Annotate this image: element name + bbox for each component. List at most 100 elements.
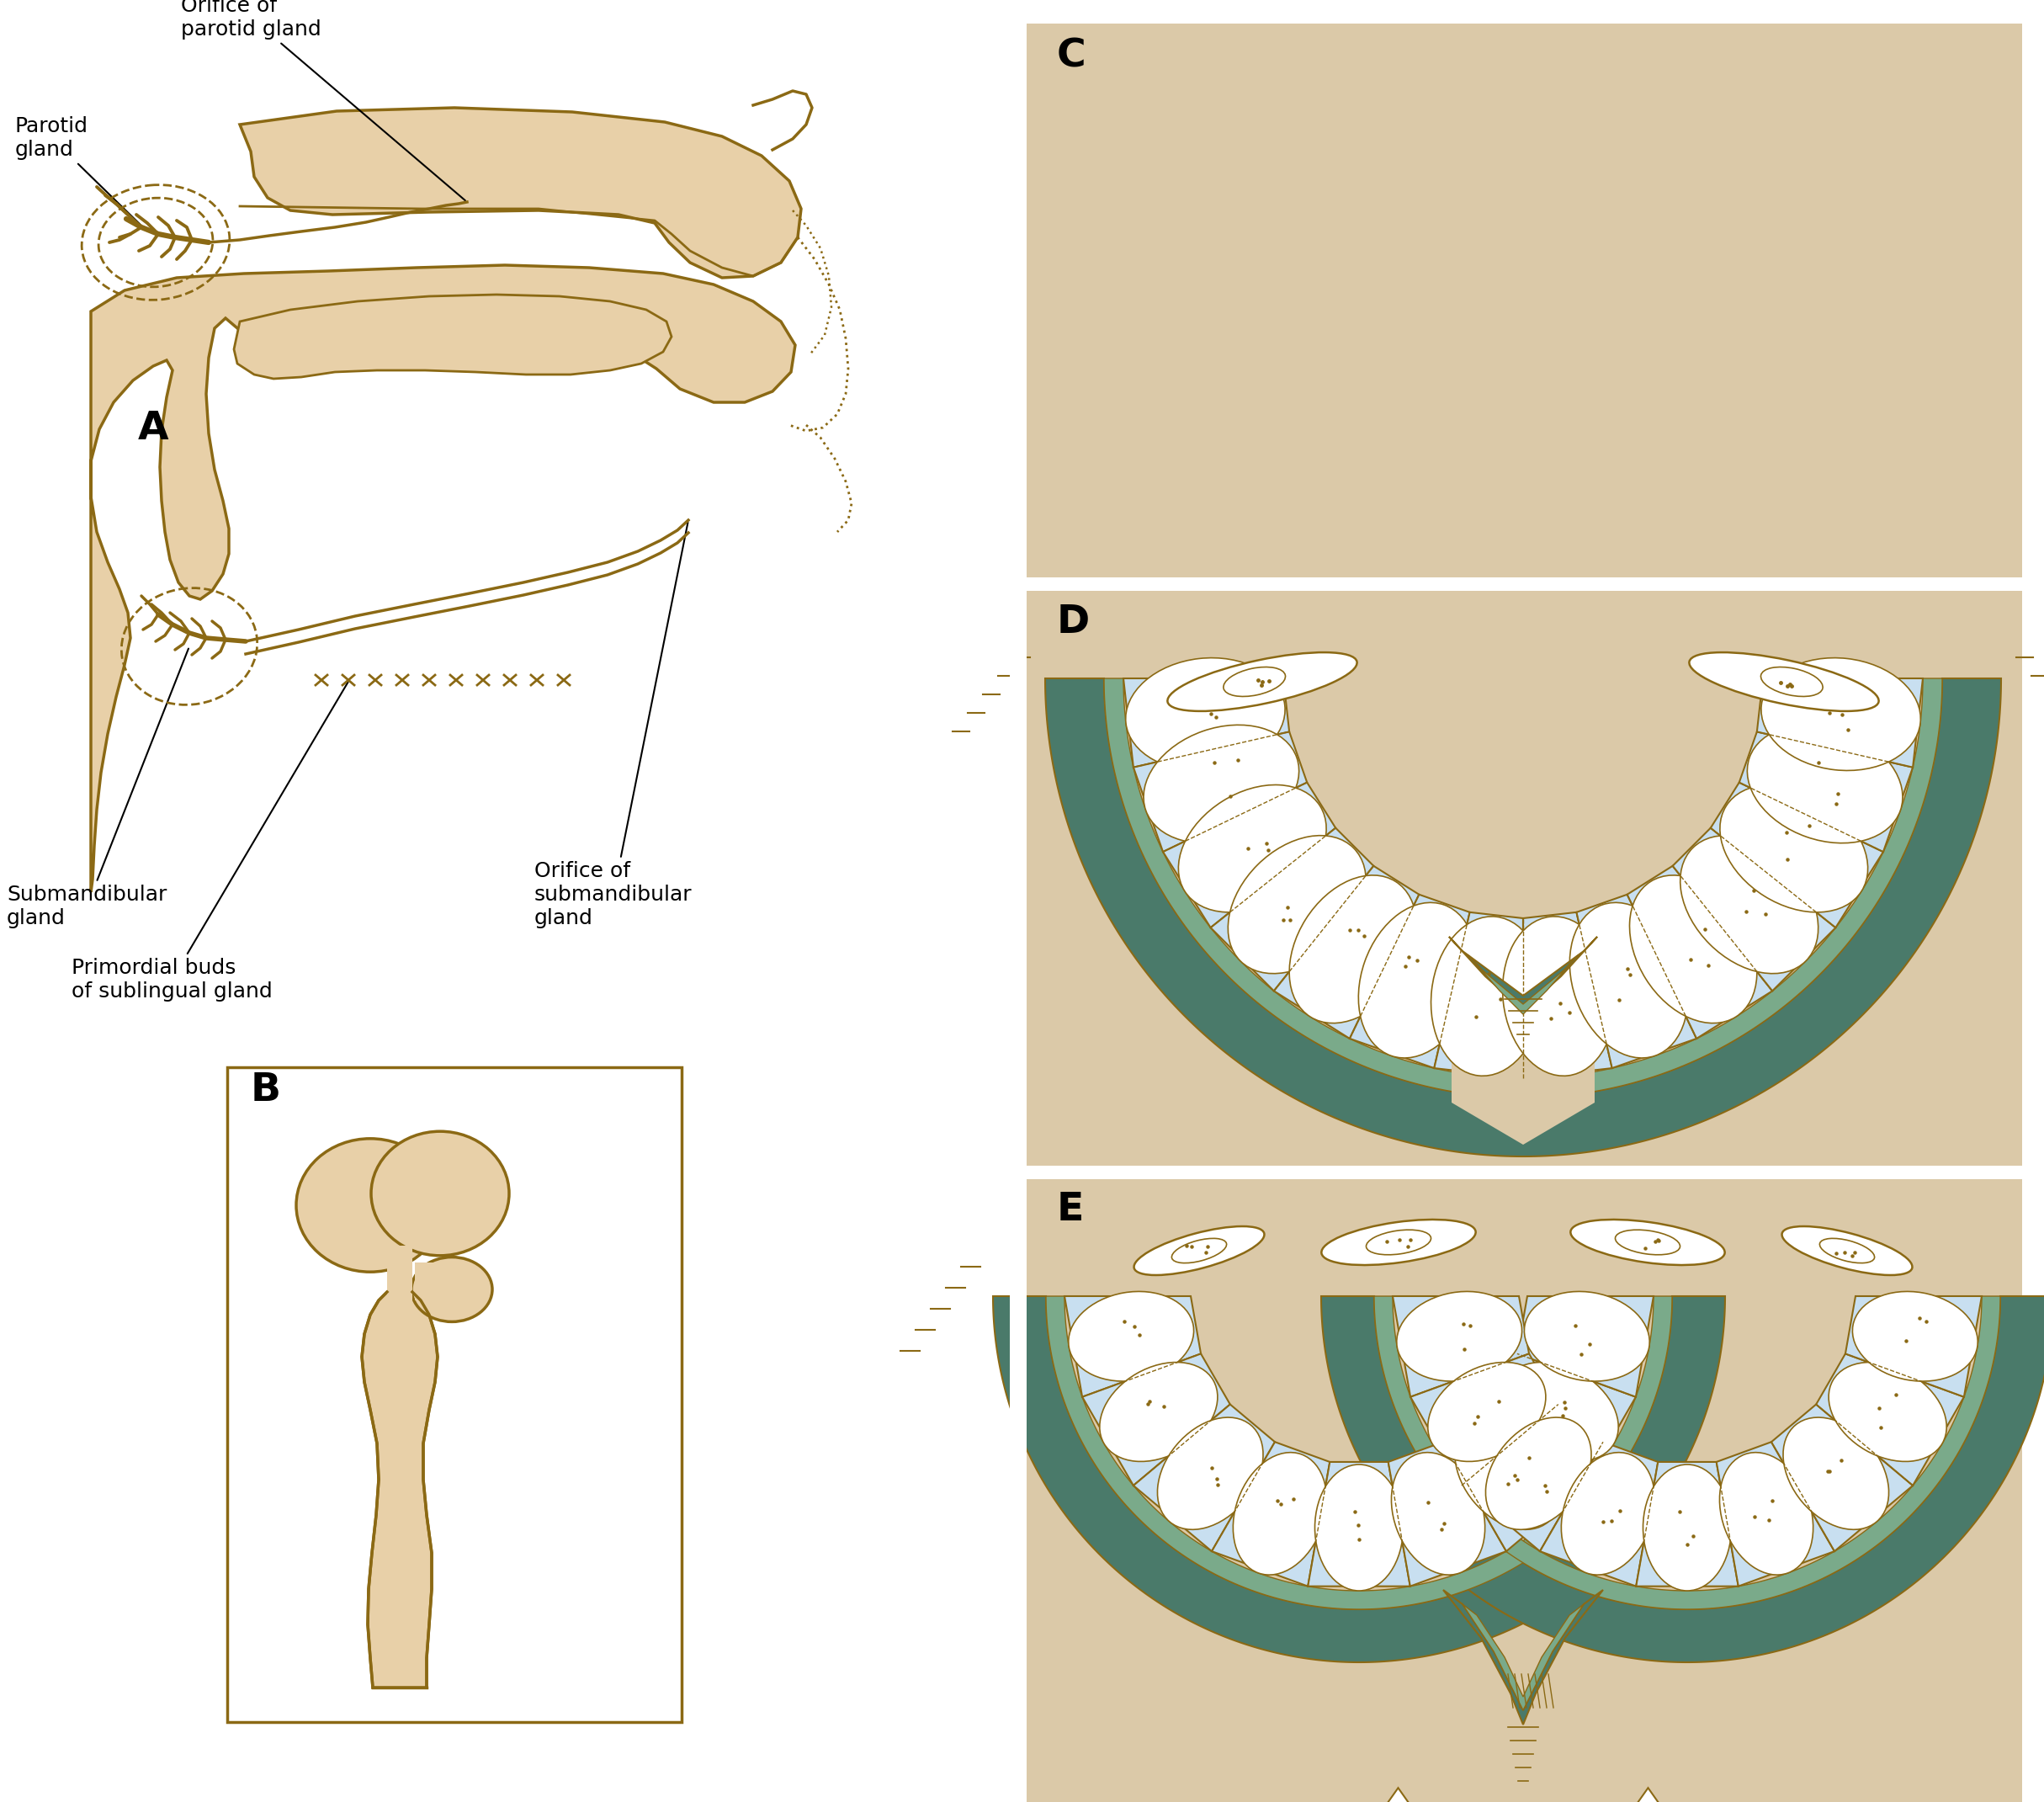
Polygon shape (1374, 1296, 2001, 1609)
Ellipse shape (1233, 1452, 1327, 1575)
Ellipse shape (1852, 1292, 1979, 1380)
Ellipse shape (1486, 1418, 1592, 1530)
Ellipse shape (1290, 876, 1416, 1024)
Polygon shape (1388, 1442, 1506, 1586)
Ellipse shape (1525, 1292, 1650, 1380)
Polygon shape (1517, 1296, 1654, 1397)
Polygon shape (1124, 678, 1290, 768)
Ellipse shape (1782, 1227, 1913, 1276)
Polygon shape (415, 1263, 446, 1301)
Polygon shape (1443, 1404, 1584, 1552)
Ellipse shape (1171, 1238, 1226, 1263)
Ellipse shape (1570, 903, 1688, 1058)
Polygon shape (1210, 827, 1374, 991)
Polygon shape (1609, 1788, 1688, 1802)
Polygon shape (1464, 1604, 1584, 1710)
Polygon shape (1817, 1353, 1964, 1485)
Polygon shape (1635, 1461, 1737, 1586)
Ellipse shape (1314, 1465, 1402, 1591)
Polygon shape (1410, 1353, 1558, 1485)
Text: D: D (1057, 604, 1089, 642)
Text: B: B (251, 1072, 282, 1110)
Polygon shape (1134, 732, 1306, 852)
Ellipse shape (1819, 1238, 1874, 1263)
Ellipse shape (372, 1132, 509, 1256)
Ellipse shape (296, 1139, 444, 1272)
Ellipse shape (411, 1258, 493, 1321)
Ellipse shape (1829, 1362, 1946, 1461)
Text: A: A (137, 411, 168, 449)
Ellipse shape (1680, 836, 1819, 973)
Ellipse shape (1431, 917, 1543, 1076)
Polygon shape (233, 294, 672, 378)
Text: Parotid
gland: Parotid gland (14, 117, 145, 231)
Ellipse shape (1562, 1452, 1656, 1575)
Polygon shape (1846, 1296, 1983, 1397)
Polygon shape (1468, 955, 1578, 1015)
Polygon shape (1576, 894, 1697, 1069)
Polygon shape (1717, 1442, 1833, 1586)
Polygon shape (1449, 937, 1596, 1009)
Polygon shape (1349, 894, 1470, 1069)
Ellipse shape (1143, 724, 1300, 843)
Polygon shape (1357, 1788, 1439, 1802)
Ellipse shape (1100, 1362, 1218, 1461)
Ellipse shape (1429, 1362, 1545, 1461)
Ellipse shape (1455, 1418, 1562, 1530)
Polygon shape (1711, 782, 1883, 928)
Polygon shape (1163, 782, 1335, 928)
Ellipse shape (1719, 1452, 1813, 1575)
Polygon shape (1047, 1296, 1672, 1609)
Ellipse shape (1629, 876, 1758, 1024)
Ellipse shape (1570, 1220, 1725, 1265)
Polygon shape (1104, 678, 1942, 1097)
Text: Orifice of
submandibular
gland: Orifice of submandibular gland (533, 523, 693, 928)
Polygon shape (993, 1296, 1725, 1661)
Ellipse shape (1365, 1229, 1431, 1254)
Ellipse shape (1224, 667, 1286, 696)
Polygon shape (1134, 1404, 1275, 1552)
Polygon shape (1758, 678, 1923, 768)
Ellipse shape (1359, 903, 1476, 1058)
Bar (227, 1067, 681, 1723)
Ellipse shape (1320, 1220, 1476, 1265)
Polygon shape (1273, 867, 1419, 1038)
Polygon shape (1081, 1353, 1230, 1485)
Polygon shape (1443, 1589, 1602, 1725)
Polygon shape (1627, 867, 1772, 1038)
Ellipse shape (1134, 1227, 1265, 1276)
Bar (1024, 1177, 2022, 1802)
Polygon shape (1451, 933, 1594, 1144)
Polygon shape (386, 1245, 413, 1301)
Polygon shape (1308, 1461, 1410, 1586)
Bar (1024, 589, 2022, 1166)
Polygon shape (1044, 678, 2001, 1157)
Ellipse shape (1228, 836, 1365, 973)
Polygon shape (1435, 912, 1523, 1078)
Ellipse shape (1502, 917, 1615, 1076)
Text: Submandibular
gland: Submandibular gland (6, 649, 188, 928)
Text: C: C (1057, 38, 1085, 76)
Polygon shape (1320, 1296, 2044, 1661)
Ellipse shape (1688, 652, 1878, 712)
Polygon shape (1065, 1296, 1202, 1397)
Polygon shape (239, 108, 801, 278)
Ellipse shape (1392, 1452, 1484, 1575)
Polygon shape (1739, 732, 1913, 852)
Ellipse shape (1748, 724, 1903, 843)
Polygon shape (1488, 1353, 1635, 1485)
Ellipse shape (1069, 1292, 1194, 1380)
Bar (1024, 577, 2022, 591)
Text: Orifice of
parotid gland: Orifice of parotid gland (182, 0, 466, 200)
Ellipse shape (1782, 1418, 1889, 1530)
Ellipse shape (1762, 658, 1921, 771)
Ellipse shape (1167, 652, 1357, 712)
Polygon shape (1523, 912, 1613, 1078)
Polygon shape (1539, 1442, 1658, 1586)
Polygon shape (1672, 827, 1836, 991)
Polygon shape (1461, 1404, 1602, 1552)
Ellipse shape (1157, 1418, 1263, 1530)
Polygon shape (362, 1292, 437, 1687)
Ellipse shape (1126, 658, 1286, 771)
Polygon shape (1772, 1404, 1913, 1552)
